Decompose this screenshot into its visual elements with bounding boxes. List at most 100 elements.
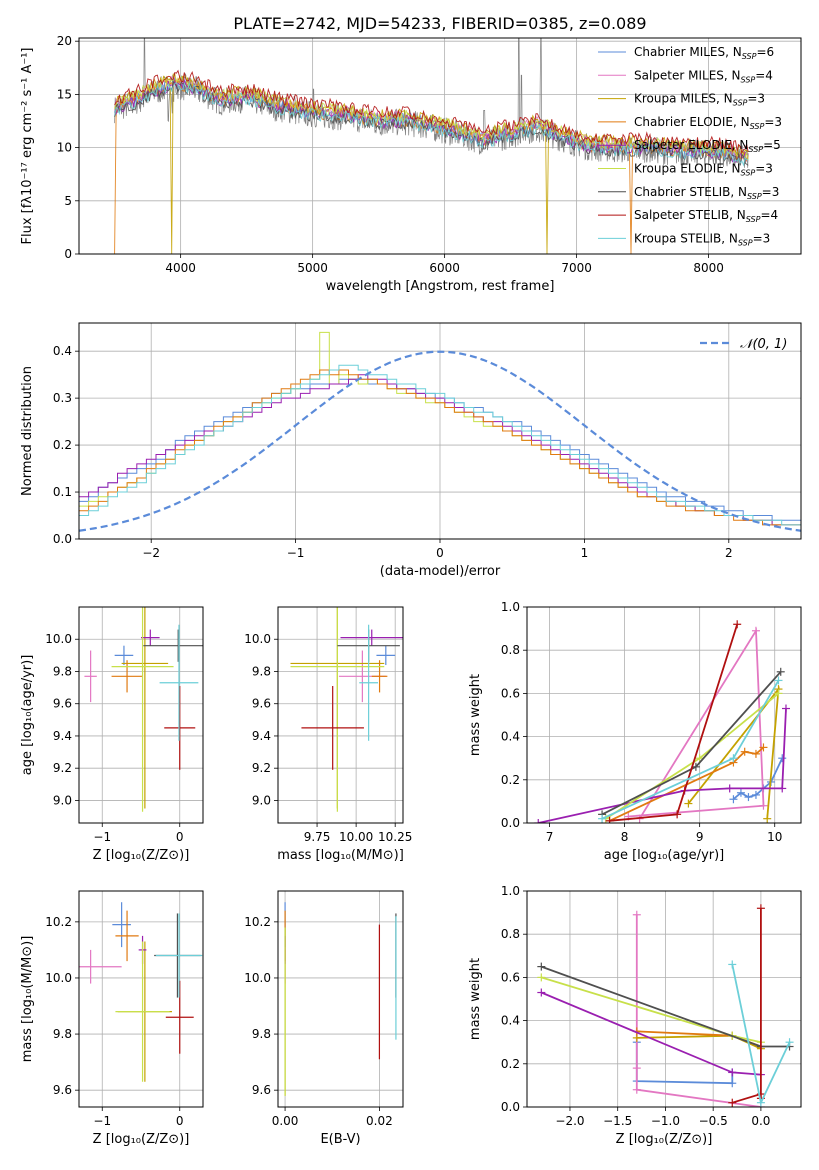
weight_vs_Z-plot-area [537,904,794,1107]
weight-marker [781,704,790,713]
y-tick-label: 0.0 [53,532,72,546]
weight-marker [537,988,546,997]
legend-label-value: =3 [764,115,782,129]
weight-marker [778,784,787,793]
legend-label: Salpeter STELIB, NSSP=4 [634,208,778,224]
y-axis-label: Flux [fλ10⁻¹⁷ erg cm⁻² s⁻¹ A⁻¹] [20,48,35,245]
weight-marker [756,1098,765,1107]
error-point-chabrier-elodie [371,660,388,693]
axes-frame [78,890,204,1108]
y-tick-label: 9.8 [53,664,72,678]
weight-marker [751,790,760,799]
x-tick-label: 0 [176,830,184,844]
x-tick-label: −1 [93,830,111,844]
x-axis-label: (data-model)/error [380,564,501,579]
weight-marker [632,1064,641,1073]
weight-line-salpeter-miles [628,627,765,820]
legend-label-value: =3 [753,231,771,245]
y-tick-label: 0 [64,247,72,261]
weight-marker [728,1079,737,1088]
y-tick-label: 0.4 [501,730,520,744]
y-tick-label: 10.2 [244,915,271,929]
weight-marker [776,667,785,676]
y-tick-label: 0.0 [501,816,520,830]
weight-marker [695,754,704,763]
x-axis-label: Z [log₁₀(Z/Z⊙)] [93,1132,190,1147]
x-tick-label: 10.00 [339,830,373,844]
model-spectrum-kroupa-elodie [114,74,749,161]
weight-marker [534,819,543,823]
legend-label-subscript: SSP [748,145,763,154]
x-axis-label: wavelength [Angstrom, rest frame] [326,279,555,294]
y-tick-label: 0.2 [501,773,520,787]
legend-label-text: Salpeter MILES, N [634,68,741,82]
y-tick-label: 15 [57,87,72,101]
y-tick-label: 9.2 [252,761,271,775]
weight-marker [728,960,737,969]
weight-marker [537,973,546,982]
weight-marker [632,1085,641,1094]
x-tick-label: −1 [287,546,305,560]
weight-marker [728,1068,737,1077]
y-tick-label: 9.0 [53,793,72,807]
y-tick-label: 0.3 [53,391,72,405]
x-tick-label: 0 [176,1114,184,1128]
panel-age_vs_mass: 9.75 10.00 10.25 9.0 9.2 9.4 9.6 9.8 10.0 mass [l… [244,606,412,863]
weight-marker [733,620,742,629]
error-point-salpeter-stelib [165,980,194,1054]
y-tick-label: 5 [64,194,72,208]
error-point-chabrier-miles [376,645,396,666]
panel-mass_vs_Z: −1 0 9.6 9.8 10.0 10.2 Z [log₁₀(Z/Z⊙)] mass [lo… [20,890,204,1147]
weight-marker [728,1098,737,1107]
residuals-plot-area [79,331,801,539]
legend-label-text: Chabrier MILES, N [634,45,742,59]
legend-label-value: =3 [762,185,780,199]
x-tick-label: 0.0 [751,1114,770,1128]
y-tick-label: 9.6 [53,1083,72,1097]
x-tick-label: −2.0 [555,1114,584,1128]
legend-label: Kroupa ELODIE, NSSP=3 [634,162,773,178]
axes-frame [277,890,404,1108]
weight-marker [729,754,738,763]
error-point-chabrier-elodie [111,660,143,693]
x-axis-label: mass [log₁₀(M/M⊙)] [277,848,404,863]
y-tick-label: 9.8 [252,664,271,678]
error-point-kroupa-stelib [159,624,199,741]
weight-line-chabrier-miles [635,1042,734,1085]
x-tick-label: −1 [93,1114,111,1128]
age_vs_Z-grid [79,607,203,823]
y-tick-label: 9.0 [252,793,271,807]
y-tick-label: 10.0 [45,632,72,646]
axes-frame [78,606,204,824]
legend-label-text: Kroupa ELODIE, N [634,162,741,176]
y-tick-label: 0.2 [53,438,72,452]
x-tick-label: 9 [696,830,704,844]
weight-marker [537,962,546,971]
legend-label-subscript: SSP [741,75,756,84]
x-tick-label: −1.5 [603,1114,632,1128]
error-point-kroupa-elodie [115,941,170,1082]
weight-marker [598,814,607,823]
panel-residuals: −2 −1 0 1 2 0.0 0.1 0.2 0.3 0.4 (data-model)/error… [20,322,802,579]
error-point-salpeter-elodie [340,629,403,646]
legend-label-subscript: SSP [738,238,753,247]
y-tick-label: 0.1 [53,485,72,499]
mass_vs_Z-grid [79,891,203,1107]
weight-marker [774,676,783,685]
y-tick-label: 9.8 [53,1027,72,1041]
x-tick-label: −2 [142,546,160,560]
weight_vs_age-plot-area [534,620,790,823]
legend-label: Salpeter ELODIE, NSSP=5 [634,138,781,154]
weight-marker [673,810,682,819]
figure-title: PLATE=2742, MJD=54233, FIBERID=0385, z=0… [233,14,646,33]
legend-label-value: =6 [756,45,774,59]
legend-label-subscript: SSP [742,52,757,61]
y-axis-label: mass weight [468,958,483,1040]
mass_vs_ebv-grid [278,891,403,1107]
y-axis-label: mass [log₁₀(M/M⊙)] [20,936,35,1063]
error-point-kroupa-stelib [359,624,378,741]
x-tick-label: 8000 [693,261,724,275]
y-tick-label: 9.6 [53,697,72,711]
error-point-kroupa-miles [121,607,169,809]
